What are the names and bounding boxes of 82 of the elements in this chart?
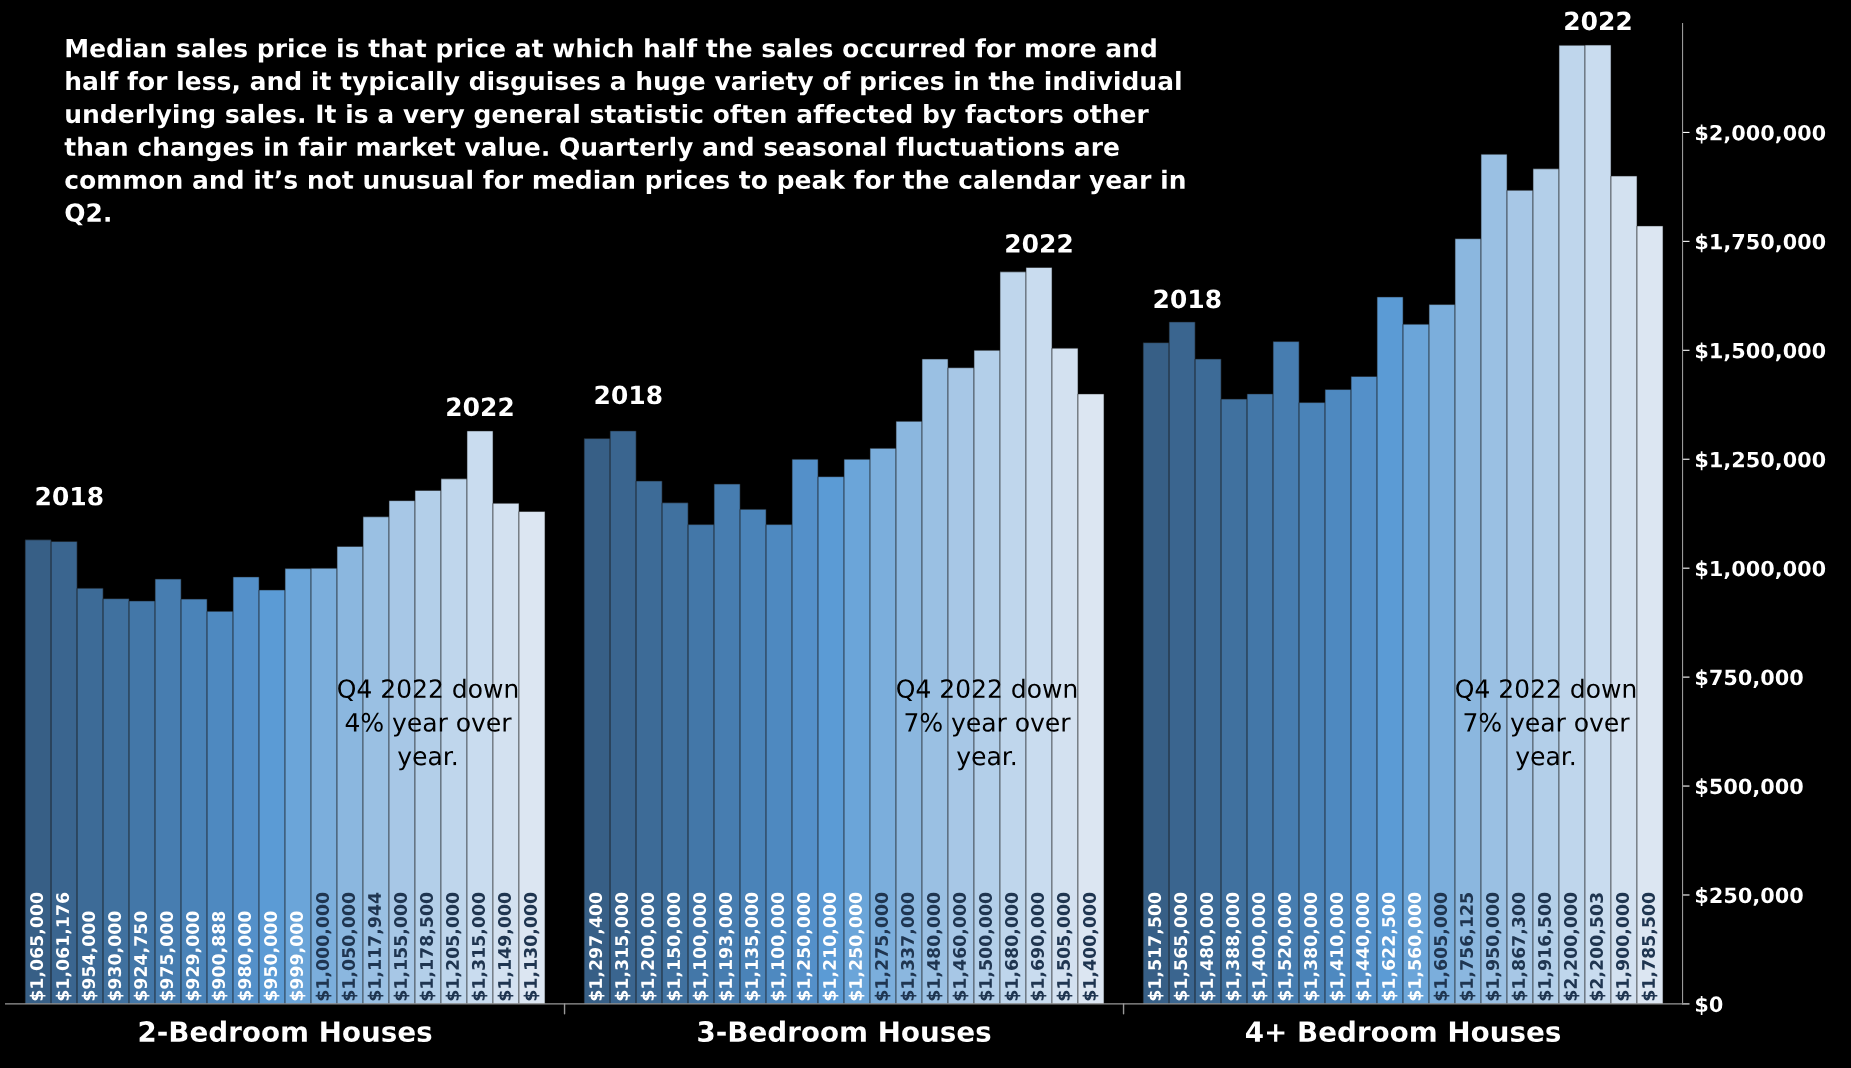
data-label: $1,135,000 [744,892,761,1001]
data-label: $1,061,176 [55,892,72,1001]
annotation: 2018 [36,486,103,506]
data-label: $1,193,000 [718,892,735,1001]
annotation: Q4 2022 down 7% year over year. [897,678,1077,771]
data-label: $1,065,000 [29,892,46,1001]
y-tick-label: $500,000 [1695,778,1803,798]
data-label: $1,460,000 [952,892,969,1001]
annotation: 2022 [1006,233,1072,253]
y-tick-label: $750,000 [1695,669,1803,689]
data-label: $1,756,125 [1459,893,1476,1001]
data-label: $1,517,500 [1147,892,1164,1001]
data-label: $1,178,500 [419,892,436,1001]
y-tick-label: $1,750,000 [1695,233,1826,253]
data-label: $1,400,000 [1082,892,1099,1001]
data-label: $1,680,000 [1004,892,1021,1001]
data-label: $1,250,000 [848,892,865,1001]
y-tick-label: $1,250,000 [1695,451,1826,471]
annotation: 2018 [1154,289,1221,309]
data-label: $1,410,000 [1329,892,1346,1001]
data-label: $1,155,000 [393,892,410,1001]
data-label: $1,100,000 [770,892,787,1001]
data-label: $1,520,000 [1277,892,1294,1001]
data-label: $975,000 [159,911,176,1001]
data-label: $1,900,000 [1615,892,1632,1001]
annotation: 2018 [595,385,662,405]
data-label: $1,605,000 [1433,892,1450,1001]
data-label: $1,440,000 [1355,892,1372,1001]
data-label: $1,200,000 [640,892,657,1001]
annotation: Q4 2022 down 7% year over year. [1456,678,1636,771]
annotation: 2022 [1565,11,1631,31]
data-label: $900,888 [211,911,228,1001]
y-tick-label: $0 [1695,996,1723,1015]
data-label: $1,205,000 [445,892,462,1001]
data-label: $930,000 [107,911,124,1001]
data-label: $1,210,000 [822,892,839,1001]
data-label: $1,150,000 [666,892,683,1001]
annotation: Median sales price is that price at which half the sales occurred for more and half for less, and it typically disguises a huge variety of prices in the individual underlying sales. It is a very general statistic often affected by factors other than changes in fair market value. Quarterly and seasonal fluctuations are common and it’s not unusual for median prices to peak for the calendar year in Q2. [64,38,1185,226]
data-label: $929,000 [185,911,202,1001]
data-label: $1,380,000 [1303,892,1320,1001]
data-label: $1,315,000 [471,892,488,1001]
y-tick-label: $2,000,000 [1695,124,1826,144]
data-label: $1,315,000 [614,892,631,1001]
data-label: $1,000,000 [315,892,332,1001]
data-label: $1,337,000 [900,892,917,1001]
y-tick-label: $1,000,000 [1695,560,1826,580]
data-label: $1,050,000 [341,892,358,1001]
data-label: $1,565,000 [1173,892,1190,1001]
data-label: $980,000 [237,911,254,1001]
data-label: $1,275,000 [874,892,891,1001]
data-label: $924,750 [133,911,150,1001]
data-label: $999,000 [289,911,306,1001]
data-label: $1,500,000 [978,892,995,1001]
data-label: $1,480,000 [926,892,943,1001]
annotation: 2022 [447,397,513,417]
data-label: $2,200,503 [1589,893,1606,1001]
y-tick-label: $1,500,000 [1695,342,1826,362]
data-label: $1,560,000 [1407,892,1424,1001]
data-label: $1,297,400 [588,892,605,1001]
data-label: $1,867,300 [1511,892,1528,1001]
data-label: $1,505,000 [1056,892,1073,1001]
data-label: $1,690,000 [1030,892,1047,1001]
data-label: $1,250,000 [796,892,813,1001]
x-tick-label: 4+ Bedroom Houses [1245,1020,1561,1043]
x-tick-label: 3-Bedroom Houses [698,1020,991,1043]
data-label: $954,000 [81,911,98,1001]
data-label: $2,200,000 [1563,892,1580,1001]
data-label: $1,149,000 [497,892,514,1001]
data-label: $1,400,000 [1251,892,1268,1001]
data-label: $1,388,000 [1225,892,1242,1001]
data-label: $1,130,000 [523,892,540,1001]
data-label: $1,622,500 [1381,892,1398,1001]
data-label: $1,785,500 [1641,892,1658,1001]
data-label: $1,916,500 [1537,892,1554,1001]
data-label: $1,480,000 [1199,892,1216,1001]
data-label: $950,000 [263,911,280,1001]
data-label: $1,100,000 [692,892,709,1001]
data-label: $1,950,000 [1485,892,1502,1001]
y-tick-label: $250,000 [1695,887,1803,906]
annotation: Q4 2022 down 4% year over year. [338,678,518,771]
data-label: $1,117,944 [367,892,384,1001]
x-tick-label: 2-Bedroom Houses [139,1020,432,1043]
